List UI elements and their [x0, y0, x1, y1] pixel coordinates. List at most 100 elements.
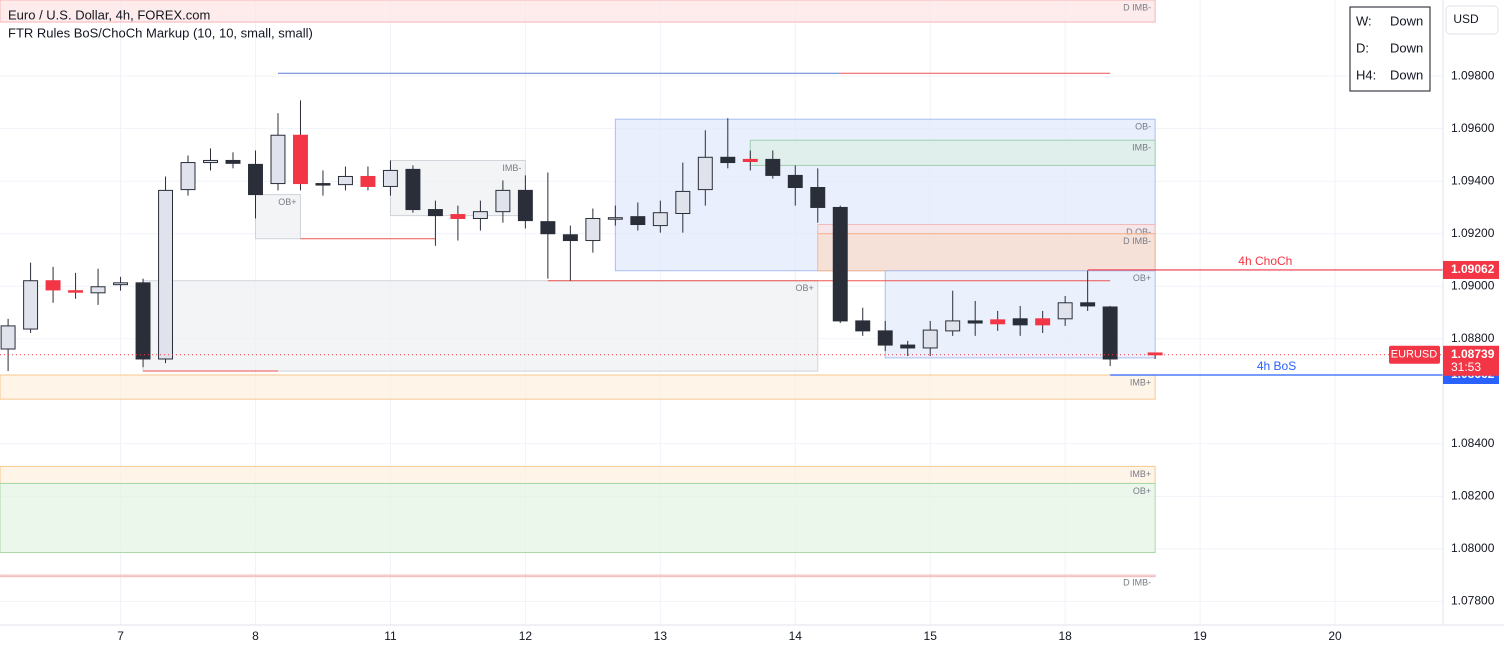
- trend-timeframe: W:: [1356, 13, 1372, 28]
- candle-body: [405, 168, 421, 211]
- y-tick-label: 1.09000: [1451, 278, 1495, 292]
- candle-body: [720, 156, 736, 164]
- currency-button[interactable]: [1445, 5, 1499, 35]
- last-price-tag: [1443, 345, 1499, 376]
- candle-body: [607, 217, 623, 220]
- candle-body: [45, 280, 61, 291]
- candle-body: [337, 175, 353, 186]
- signal-label: 4h BoS: [1257, 359, 1296, 373]
- zone-label: D OB-: [1126, 227, 1151, 237]
- symbol-tag: [1389, 345, 1440, 364]
- candle-body: [742, 158, 758, 163]
- candle-body: [360, 175, 376, 187]
- candle-body: [68, 290, 84, 293]
- zone: [0, 482, 1156, 554]
- zone-label: OB+: [1133, 273, 1151, 283]
- indicator-label: FTR Rules BoS/ChoCh Markup (10, 10, smal…: [8, 25, 313, 40]
- candle-body: [135, 282, 151, 360]
- candle-body: [23, 280, 39, 330]
- candle-body: [675, 190, 691, 214]
- candle-body: [1035, 318, 1051, 326]
- trend-direction: Down: [1390, 13, 1423, 28]
- zone: [0, 574, 1156, 578]
- candle-body: [248, 163, 263, 196]
- candle-body: [0, 325, 16, 350]
- candle-body: [990, 319, 1006, 325]
- x-tick-label: 8: [252, 629, 259, 643]
- candle-body: [158, 189, 174, 360]
- y-tick-label: 1.09600: [1451, 121, 1495, 135]
- zone-label: D IMB-: [1123, 2, 1151, 12]
- zone-label: OB+: [1133, 486, 1151, 496]
- price-tag-label: 1.09062: [1451, 262, 1495, 276]
- zone-label: IMB+: [1130, 377, 1151, 387]
- zone: [817, 224, 1156, 235]
- y-tick-label: 1.09200: [1451, 226, 1495, 240]
- last-price-label: 1.08739: [1451, 347, 1495, 361]
- candle-body: [765, 158, 781, 176]
- candle-body: [810, 187, 826, 208]
- candle-body: [225, 159, 241, 164]
- trend-table: [1349, 6, 1431, 92]
- candle-body: [540, 221, 556, 235]
- y-tick-label: 1.08800: [1451, 331, 1495, 345]
- candle-body: [472, 211, 488, 219]
- candle-body: [562, 234, 578, 242]
- y-tick-label: 1.09800: [1451, 68, 1495, 82]
- x-tick-label: 12: [519, 629, 533, 643]
- candle-body: [855, 320, 871, 332]
- zone-label: D IMB-: [1123, 236, 1151, 246]
- x-tick-label: 11: [384, 629, 397, 643]
- candle-body: [967, 320, 983, 324]
- candle-body: [180, 162, 196, 191]
- candle-body: [517, 189, 533, 222]
- candle-body: [90, 286, 106, 294]
- candle-body: [1012, 318, 1028, 326]
- candle-body: [382, 169, 398, 187]
- candle-body: [832, 206, 848, 322]
- currency-label[interactable]: USD: [1453, 12, 1479, 26]
- symbol-label: EURUSD: [1391, 349, 1438, 361]
- candle-body: [945, 320, 961, 332]
- candle-body: [585, 217, 601, 242]
- countdown-label: 31:53: [1451, 360, 1481, 374]
- y-tick-label: 1.08200: [1451, 488, 1495, 502]
- zone: [817, 233, 1156, 272]
- candle-body: [113, 282, 129, 286]
- zone: [749, 139, 1156, 166]
- y-tick-label: 1.08400: [1451, 436, 1495, 450]
- x-tick-label: 7: [117, 629, 124, 643]
- candle-body: [1147, 352, 1163, 356]
- candle-body: [630, 216, 646, 226]
- candle-body: [877, 330, 893, 346]
- plot-area: D IMB-OB-IMB-D OB-D IMB-OB+OB+OB+IMB-IMB…: [0, 0, 1443, 625]
- candle-body: [922, 329, 938, 349]
- candle-body: [1102, 306, 1118, 360]
- zone-label: OB+: [278, 197, 296, 207]
- zone-label: IMB-: [502, 163, 521, 173]
- candle-body: [652, 212, 668, 227]
- zone-label: D IMB-: [1123, 577, 1151, 587]
- trend-timeframe: D:: [1356, 40, 1369, 55]
- zone-label: IMB+: [1130, 469, 1151, 479]
- trend-direction: Down: [1390, 40, 1423, 55]
- zone: [0, 374, 1156, 400]
- price-tag: [1443, 260, 1499, 279]
- candle-body: [1080, 302, 1096, 307]
- candle-body: [450, 214, 466, 219]
- candle-body: [697, 156, 713, 191]
- zone: [254, 194, 301, 240]
- x-tick-label: 13: [654, 629, 668, 643]
- zone-label: OB+: [795, 283, 813, 293]
- zone: [142, 280, 819, 372]
- candle-body: [203, 159, 218, 164]
- y-tick-label: 1.08000: [1451, 541, 1495, 555]
- candle-body: [293, 134, 308, 185]
- candle-body: [315, 183, 331, 186]
- x-tick-label: 18: [1058, 629, 1072, 643]
- x-tick-label: 15: [924, 629, 938, 643]
- x-tick-label: 19: [1193, 629, 1207, 643]
- candle-body: [495, 189, 511, 213]
- zone-label: IMB-: [1132, 143, 1151, 153]
